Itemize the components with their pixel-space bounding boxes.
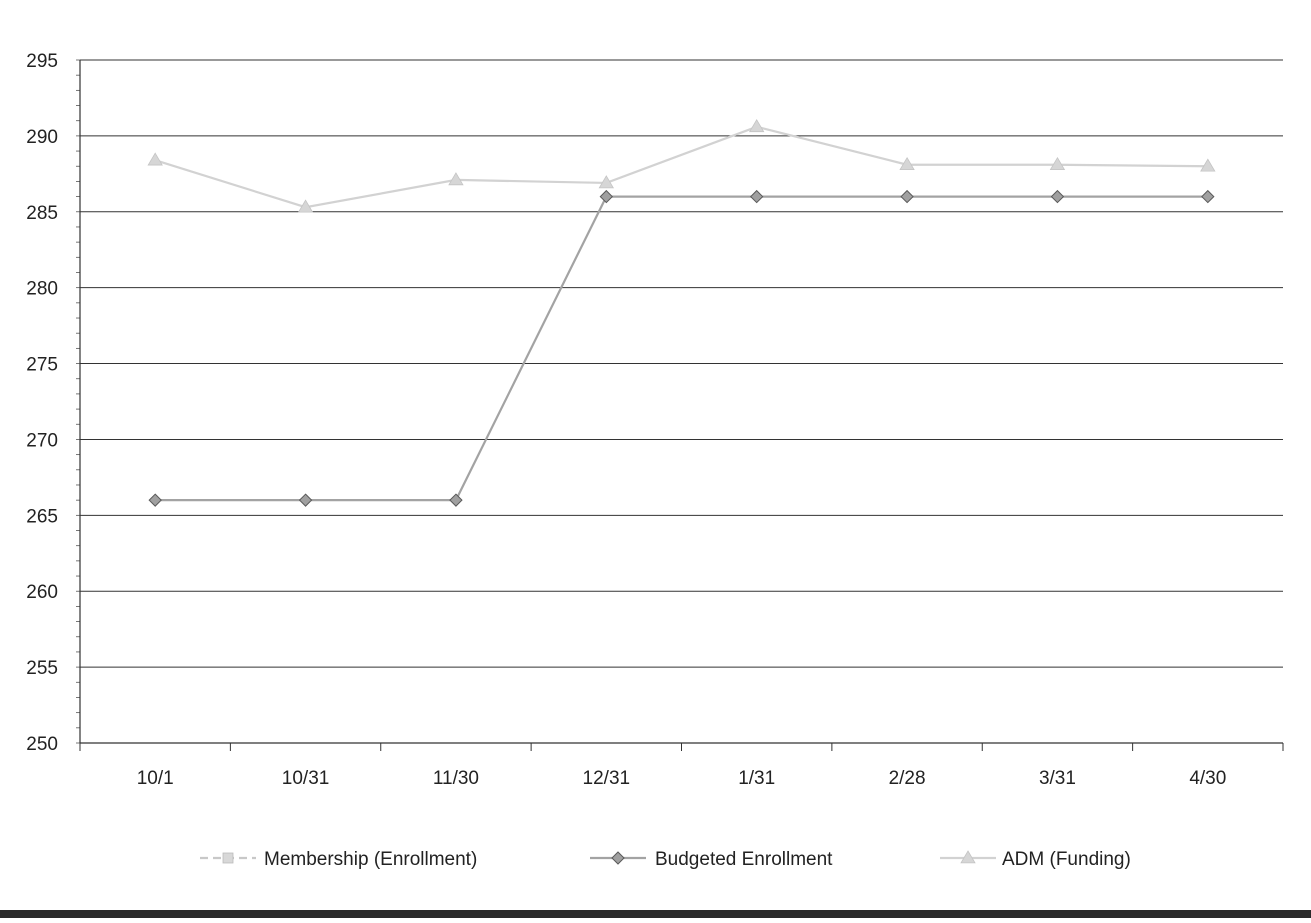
legend-label-adm-funding: ADM (Funding) (1002, 849, 1131, 870)
series-lines (147, 118, 1216, 507)
x-tick-label-3-31: 3/31 (1039, 768, 1076, 789)
y-tick-label-285: 285 (26, 203, 58, 224)
gridlines (80, 59, 1283, 668)
y-tick-label-255: 255 (26, 658, 58, 679)
x-tick-label-10-31: 10/31 (282, 768, 330, 789)
y-tick-label-290: 290 (26, 127, 58, 148)
point-budgeted-enrollment-0 (148, 493, 162, 507)
series-line-budgeted-enrollment (155, 195, 1208, 502)
point-adm-funding-4 (748, 118, 765, 133)
x-tick-label-1-31: 1/31 (738, 768, 775, 789)
legend: Membership (Enrollment) Budgeted Enrollme… (200, 849, 1131, 870)
y-tick-label-260: 260 (26, 582, 58, 603)
point-budgeted-enrollment-1 (298, 493, 313, 507)
point-adm-funding-6 (1049, 156, 1066, 171)
point-adm-funding-7 (1200, 158, 1216, 172)
point-adm-funding-5 (899, 156, 915, 171)
y-tick-label-250: 250 (26, 734, 58, 755)
axes (76, 59, 1284, 751)
legend-marker-membership-enrollment (222, 852, 234, 864)
x-tick-label-10-1: 10/1 (137, 768, 174, 789)
x-tick-label-4-30: 4/30 (1189, 768, 1226, 789)
point-budgeted-enrollment-4 (749, 189, 764, 204)
point-adm-funding-0 (147, 152, 163, 166)
point-budgeted-enrollment-5 (900, 189, 914, 204)
point-budgeted-enrollment-3 (599, 189, 614, 204)
y-tick-label-265: 265 (26, 506, 58, 527)
x-tick-labels: 10/1 10/31 11/30 12/31 1/31 2/28 3/31 4/30 (137, 768, 1227, 789)
point-adm-funding-1 (297, 199, 314, 213)
legend-marker-adm-funding (960, 850, 976, 864)
y-tick-labels: 250 255 260 265 270 275 280 285 290 295 (26, 51, 58, 755)
legend-marker-budgeted-enrollment (611, 851, 625, 865)
scan-edge-bar (0, 910, 1311, 918)
y-tick-label-270: 270 (26, 430, 58, 451)
x-tick-label-12-31: 12/31 (583, 768, 631, 789)
series-line-adm-funding (154, 125, 1208, 209)
y-tick-label-295: 295 (26, 51, 58, 72)
legend-label-membership-enrollment: Membership (Enrollment) (264, 849, 477, 870)
point-adm-funding-3 (598, 175, 615, 189)
y-tick-label-280: 280 (26, 279, 58, 300)
point-adm-funding-2 (448, 172, 464, 186)
x-tick-label-11-30: 11/30 (433, 768, 479, 789)
point-budgeted-enrollment-6 (1050, 189, 1065, 204)
point-budgeted-enrollment-2 (449, 493, 463, 507)
point-budgeted-enrollment-7 (1201, 189, 1215, 204)
x-tick-label-2-28: 2/28 (889, 768, 926, 789)
y-tick-label-275: 275 (26, 355, 58, 376)
legend-label-budgeted-enrollment: Budgeted Enrollment (655, 849, 833, 870)
